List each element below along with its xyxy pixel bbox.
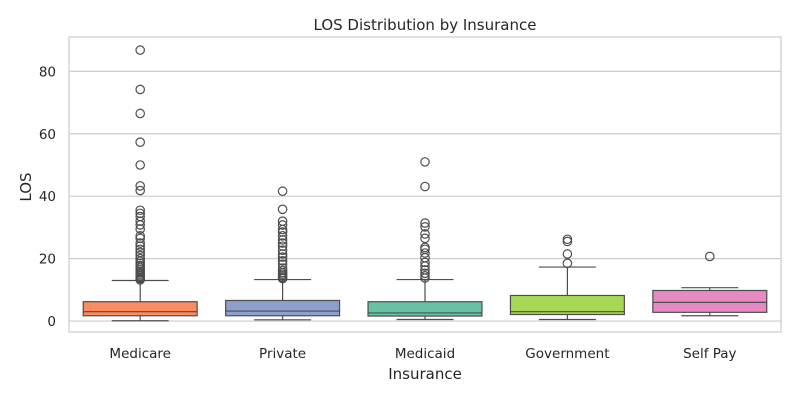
y-tick-label: 80 (39, 64, 56, 80)
outlier-point (277, 263, 288, 273)
outlier-point (277, 231, 288, 241)
outlier-point (135, 233, 145, 244)
box-group (82, 45, 198, 322)
outlier-point (135, 250, 145, 261)
y-tick-label: 0 (47, 314, 56, 330)
outlier-point (135, 108, 145, 119)
outlier-point (420, 218, 430, 228)
outlier-point (135, 208, 145, 219)
outlier-point (420, 233, 430, 244)
box-group (367, 157, 483, 321)
outlier-point (135, 84, 145, 95)
chart-title: LOS Distribution by Insurance (314, 16, 537, 34)
x-axis-label: Insurance (388, 365, 462, 383)
outlier-point (277, 245, 288, 256)
outlier-point (135, 211, 145, 222)
outlier-point (135, 137, 145, 148)
outlier-point (277, 216, 288, 226)
box-group (509, 234, 625, 321)
outlier-point (135, 247, 145, 258)
outlier-point (135, 244, 145, 255)
outlier-point (277, 204, 288, 215)
outlier-point (704, 251, 715, 262)
y-tick-label: 20 (39, 252, 56, 268)
outlier-point (277, 220, 288, 230)
outlier-point (135, 160, 145, 170)
outlier-point (135, 45, 145, 55)
outlier-point (277, 241, 288, 251)
gridlines (69, 70, 781, 322)
outlier-point (277, 252, 288, 262)
outlier-point (277, 259, 288, 270)
y-axis-ticks: 0 20 40 60 80 (39, 64, 56, 330)
box-iqr (367, 301, 483, 317)
outlier-point (562, 258, 573, 269)
outlier-point (562, 249, 573, 259)
outlier-point (135, 253, 145, 264)
box-iqr (509, 294, 625, 316)
box-iqr (225, 299, 341, 317)
x-tick-label: Private (259, 346, 306, 362)
y-tick-label: 40 (39, 189, 56, 205)
box-group (652, 251, 768, 317)
outlier-point (135, 205, 145, 216)
x-axis-ticks: Medicare Private Medicaid Government Self Pa… (109, 346, 736, 362)
outlier-point (420, 265, 430, 275)
outlier-point (420, 221, 430, 232)
outlier-point (135, 231, 145, 241)
outlier-point (420, 157, 430, 167)
outlier-point (420, 248, 430, 258)
x-tick-label: Government (525, 346, 609, 362)
outlier-point (420, 229, 430, 239)
outlier-point (135, 238, 145, 248)
outlier-point (420, 268, 430, 279)
box-iqr (82, 301, 198, 317)
box-iqr (652, 289, 768, 313)
x-tick-label: Self Pay (683, 346, 736, 362)
outlier-point (562, 234, 573, 245)
outlier-point (135, 181, 145, 191)
outlier-point (277, 186, 288, 197)
x-tick-label: Medicare (109, 346, 171, 362)
y-tick-label: 60 (39, 127, 56, 143)
plot-area-frame (68, 36, 782, 333)
x-tick-label: Medicaid (395, 346, 455, 362)
box-group (225, 186, 341, 321)
outlier-point (277, 256, 288, 266)
outlier-point (277, 238, 288, 248)
outlier-point (420, 271, 430, 281)
outlier-point (420, 257, 430, 268)
y-axis-label: LOS (17, 172, 35, 201)
outlier-point (135, 185, 145, 196)
outlier-point (420, 242, 430, 253)
outlier-point (277, 227, 288, 237)
boxplot-series (82, 45, 768, 322)
outlier-point (420, 181, 430, 192)
outlier-point (277, 265, 288, 276)
